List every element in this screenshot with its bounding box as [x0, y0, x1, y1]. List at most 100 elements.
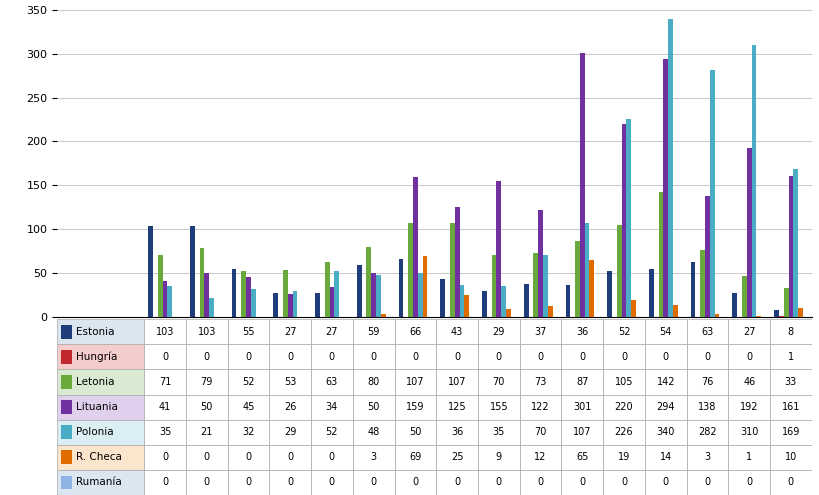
Bar: [778, 316, 783, 317]
Bar: [334, 271, 339, 317]
Bar: [455, 207, 459, 317]
Bar: [532, 253, 537, 317]
Bar: [648, 269, 653, 317]
Bar: [797, 308, 802, 317]
Text: 41: 41: [159, 402, 171, 412]
Text: 340: 340: [656, 427, 674, 437]
Bar: [769, 470, 811, 495]
Bar: [352, 369, 394, 395]
Bar: [394, 369, 436, 395]
Text: 0: 0: [578, 352, 585, 362]
Text: 35: 35: [159, 427, 171, 437]
Bar: [709, 69, 714, 317]
Bar: [352, 319, 394, 345]
Bar: [658, 192, 663, 317]
Bar: [436, 369, 477, 395]
Text: 0: 0: [412, 478, 418, 488]
Text: Rumanía: Rumanía: [76, 478, 122, 488]
Bar: [686, 470, 727, 495]
Bar: [727, 369, 769, 395]
Text: 50: 50: [367, 402, 379, 412]
Bar: [148, 227, 153, 317]
Text: 0: 0: [370, 478, 376, 488]
Text: 0: 0: [745, 352, 751, 362]
Text: 32: 32: [242, 427, 255, 437]
Bar: [631, 300, 636, 317]
Text: 52: 52: [617, 327, 630, 337]
Bar: [144, 319, 186, 345]
Text: 66: 66: [409, 327, 421, 337]
Bar: [269, 395, 310, 420]
Bar: [644, 445, 686, 470]
Bar: [699, 250, 704, 317]
Text: 192: 192: [739, 402, 758, 412]
Bar: [310, 445, 352, 470]
Text: 50: 50: [201, 402, 213, 412]
Text: 1: 1: [745, 452, 751, 462]
Bar: [376, 275, 380, 317]
Text: 52: 52: [325, 427, 337, 437]
Bar: [436, 395, 477, 420]
Text: Estonia: Estonia: [76, 327, 115, 337]
Text: 63: 63: [700, 327, 713, 337]
Text: 52: 52: [242, 377, 255, 387]
Text: 34: 34: [325, 402, 337, 412]
Text: 0: 0: [620, 352, 627, 362]
Text: 155: 155: [489, 402, 508, 412]
Bar: [603, 395, 644, 420]
Bar: [769, 369, 811, 395]
Bar: [61, 375, 72, 389]
Bar: [186, 395, 228, 420]
Bar: [310, 345, 352, 369]
Bar: [413, 177, 417, 317]
Bar: [436, 420, 477, 445]
Text: 45: 45: [242, 402, 255, 412]
Bar: [57, 319, 144, 345]
Bar: [769, 420, 811, 445]
Bar: [500, 286, 505, 317]
Bar: [547, 306, 552, 317]
Bar: [186, 345, 228, 369]
Text: 0: 0: [787, 478, 793, 488]
Text: 63: 63: [325, 377, 337, 387]
Text: 0: 0: [578, 478, 585, 488]
Bar: [436, 319, 477, 345]
Text: 169: 169: [781, 427, 799, 437]
Bar: [644, 319, 686, 345]
Bar: [273, 293, 278, 317]
Bar: [589, 260, 594, 317]
Text: 0: 0: [662, 478, 668, 488]
Text: 59: 59: [367, 327, 379, 337]
Bar: [450, 223, 455, 317]
Text: 159: 159: [405, 402, 424, 412]
Bar: [61, 476, 72, 490]
Bar: [186, 470, 228, 495]
Bar: [57, 470, 144, 495]
Text: 54: 54: [658, 327, 671, 337]
Text: 27: 27: [283, 327, 296, 337]
Bar: [686, 369, 727, 395]
Bar: [519, 395, 561, 420]
Bar: [310, 395, 352, 420]
Bar: [167, 286, 172, 317]
Bar: [626, 119, 631, 317]
Text: 0: 0: [536, 352, 543, 362]
Text: 80: 80: [367, 377, 379, 387]
Text: 21: 21: [201, 427, 213, 437]
Text: 79: 79: [201, 377, 213, 387]
Text: 8: 8: [787, 327, 793, 337]
Text: 33: 33: [784, 377, 796, 387]
Text: 103: 103: [156, 327, 174, 337]
Bar: [144, 470, 186, 495]
Bar: [672, 304, 677, 317]
Bar: [329, 287, 334, 317]
Bar: [61, 425, 72, 439]
Text: 37: 37: [534, 327, 546, 337]
Bar: [751, 45, 755, 317]
Text: 69: 69: [409, 452, 421, 462]
Bar: [769, 395, 811, 420]
Text: 3: 3: [704, 452, 710, 462]
Text: 0: 0: [245, 452, 251, 462]
Bar: [394, 395, 436, 420]
Text: 0: 0: [287, 478, 293, 488]
